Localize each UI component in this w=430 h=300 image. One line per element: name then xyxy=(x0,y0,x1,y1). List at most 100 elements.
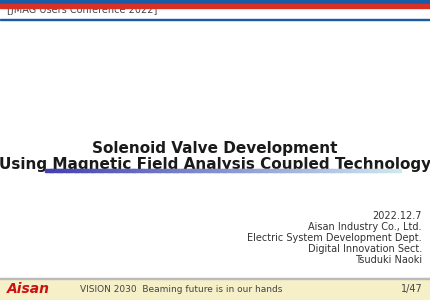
Bar xyxy=(393,169,395,172)
Bar xyxy=(213,169,215,172)
Bar xyxy=(218,169,220,172)
Bar xyxy=(288,169,290,172)
Bar xyxy=(49,169,51,172)
Bar xyxy=(357,169,359,172)
Bar xyxy=(224,169,226,172)
Bar xyxy=(56,169,58,172)
Bar xyxy=(243,169,245,172)
Bar xyxy=(143,169,145,172)
Bar xyxy=(68,169,71,172)
Bar xyxy=(156,169,158,172)
Text: 1/47: 1/47 xyxy=(401,284,423,294)
Bar xyxy=(377,169,379,172)
Bar xyxy=(188,169,190,172)
Bar xyxy=(89,169,92,172)
Bar xyxy=(191,169,194,172)
Bar xyxy=(330,169,333,172)
Bar xyxy=(246,169,249,172)
Bar xyxy=(175,169,178,172)
Bar xyxy=(150,169,153,172)
Bar xyxy=(352,169,354,172)
Bar xyxy=(348,169,350,172)
Bar xyxy=(122,169,124,172)
Bar xyxy=(334,169,336,172)
Bar xyxy=(245,169,247,172)
Bar xyxy=(232,169,235,172)
Bar xyxy=(50,169,52,172)
Bar xyxy=(168,169,170,172)
Bar xyxy=(272,169,274,172)
Bar xyxy=(161,169,163,172)
Bar xyxy=(100,169,103,172)
Text: Using Magnetic Field Analysis Coupled Technology: Using Magnetic Field Analysis Coupled Te… xyxy=(0,157,430,172)
Bar xyxy=(347,169,349,172)
Bar xyxy=(398,169,400,172)
Bar xyxy=(106,169,108,172)
Bar xyxy=(322,169,324,172)
Bar xyxy=(83,169,85,172)
Text: Aisan Industry Co., Ltd.: Aisan Industry Co., Ltd. xyxy=(308,222,422,232)
Bar xyxy=(154,169,156,172)
Bar xyxy=(93,169,95,172)
Bar xyxy=(270,169,272,172)
Bar xyxy=(300,169,302,172)
Bar xyxy=(220,169,222,172)
Bar xyxy=(234,169,237,172)
Bar xyxy=(47,169,49,172)
Bar xyxy=(230,169,233,172)
Text: Aisan Industry Co., Ltd.: Aisan Industry Co., Ltd. xyxy=(311,0,425,8)
Bar xyxy=(240,169,242,172)
Bar xyxy=(318,169,320,172)
Bar xyxy=(129,169,131,172)
Bar xyxy=(165,169,167,172)
Bar xyxy=(157,169,160,172)
Bar xyxy=(0,4,430,8)
Bar xyxy=(356,169,358,172)
Bar xyxy=(195,169,197,172)
Bar xyxy=(172,169,174,172)
Bar xyxy=(148,169,151,172)
Bar xyxy=(54,169,56,172)
Bar xyxy=(381,169,383,172)
Bar xyxy=(286,169,288,172)
Bar xyxy=(147,169,149,172)
Bar xyxy=(254,169,256,172)
Text: Tsuduki Naoki: Tsuduki Naoki xyxy=(355,255,422,265)
Bar xyxy=(313,169,315,172)
Bar xyxy=(327,169,329,172)
Bar xyxy=(289,169,292,172)
Bar xyxy=(166,169,169,172)
Bar xyxy=(109,169,111,172)
Bar xyxy=(384,169,386,172)
Bar xyxy=(345,169,347,172)
Bar xyxy=(238,169,240,172)
Bar xyxy=(307,169,310,172)
Text: Electric System Development Dept.: Electric System Development Dept. xyxy=(247,233,422,243)
Bar xyxy=(396,169,399,172)
Bar xyxy=(81,169,83,172)
Bar xyxy=(266,169,268,172)
Bar xyxy=(316,169,319,172)
Text: 2022.12.7: 2022.12.7 xyxy=(372,211,422,221)
Bar xyxy=(261,169,263,172)
Bar xyxy=(339,169,341,172)
Bar xyxy=(132,169,135,172)
Bar xyxy=(190,169,192,172)
Bar xyxy=(184,169,187,172)
Bar xyxy=(329,169,331,172)
Bar xyxy=(141,169,144,172)
Bar xyxy=(350,169,352,172)
Bar xyxy=(309,169,311,172)
Bar xyxy=(131,169,133,172)
Bar xyxy=(302,169,304,172)
Bar xyxy=(378,169,381,172)
Bar xyxy=(332,169,335,172)
Bar xyxy=(373,169,375,172)
Bar xyxy=(280,169,283,172)
Bar xyxy=(311,169,313,172)
Bar xyxy=(75,169,77,172)
Bar xyxy=(353,169,356,172)
Bar xyxy=(74,169,76,172)
Bar xyxy=(127,169,129,172)
Bar xyxy=(111,169,113,172)
